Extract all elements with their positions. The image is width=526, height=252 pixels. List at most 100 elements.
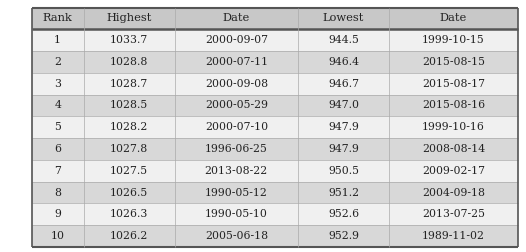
Bar [298,29,389,51]
Bar [389,29,518,51]
Bar [389,182,518,203]
Text: 9: 9 [54,209,61,219]
Text: 7: 7 [54,166,61,176]
Text: 1028.7: 1028.7 [110,79,148,89]
Bar [84,94,175,116]
Text: Rank: Rank [43,13,73,23]
Text: 1033.7: 1033.7 [110,35,148,45]
Text: 2015-08-15: 2015-08-15 [422,57,485,67]
Bar [298,182,389,203]
Text: 1027.5: 1027.5 [110,166,148,176]
Bar [389,160,518,182]
Bar [175,29,298,51]
Text: 2013-07-25: 2013-07-25 [422,209,485,219]
Text: 2013-08-22: 2013-08-22 [205,166,268,176]
Bar [84,160,175,182]
Bar [389,94,518,116]
Bar [389,116,518,138]
Bar [84,51,175,73]
Text: 1996-06-25: 1996-06-25 [205,144,268,154]
Text: Date: Date [440,13,467,23]
Bar [84,203,175,225]
Bar [298,8,389,29]
Bar [389,8,518,29]
Text: 946.7: 946.7 [328,79,359,89]
Text: 952.9: 952.9 [328,231,359,241]
Text: Date: Date [222,13,250,23]
Text: 2000-09-08: 2000-09-08 [205,79,268,89]
Bar [298,94,389,116]
Text: 2009-02-17: 2009-02-17 [422,166,485,176]
Bar [32,182,84,203]
Bar [389,51,518,73]
Text: 944.5: 944.5 [328,35,359,45]
Bar [84,182,175,203]
Text: 947.0: 947.0 [328,101,359,110]
Bar [84,116,175,138]
Text: 2000-05-29: 2000-05-29 [205,101,268,110]
Text: 1989-11-02: 1989-11-02 [422,231,485,241]
Text: Lowest: Lowest [323,13,364,23]
Text: 1999-10-16: 1999-10-16 [422,122,485,132]
Text: 2000-07-10: 2000-07-10 [205,122,268,132]
Text: 946.4: 946.4 [328,57,359,67]
Text: Highest: Highest [106,13,152,23]
Text: 1028.8: 1028.8 [110,57,148,67]
Bar [389,203,518,225]
Text: 6: 6 [54,144,61,154]
Text: 947.9: 947.9 [328,122,359,132]
Bar [32,8,84,29]
Text: 1: 1 [54,35,61,45]
Bar [32,51,84,73]
Bar [32,203,84,225]
Bar [389,138,518,160]
Bar [298,51,389,73]
Bar [84,138,175,160]
Bar [175,182,298,203]
Bar [298,138,389,160]
Text: 4: 4 [54,101,61,110]
Bar [389,225,518,247]
Text: 3: 3 [54,79,61,89]
Bar [175,116,298,138]
Text: 1028.2: 1028.2 [110,122,148,132]
Text: 947.9: 947.9 [328,144,359,154]
Text: 2015-08-17: 2015-08-17 [422,79,485,89]
Bar [32,29,84,51]
Text: 5: 5 [54,122,61,132]
Text: 951.2: 951.2 [328,187,359,198]
Text: 952.6: 952.6 [328,209,359,219]
Text: 2000-07-11: 2000-07-11 [205,57,268,67]
Bar [298,73,389,94]
Bar [84,73,175,94]
Text: 10: 10 [50,231,65,241]
Bar [84,225,175,247]
Bar [32,94,84,116]
Text: 1026.2: 1026.2 [110,231,148,241]
Text: 2000-09-07: 2000-09-07 [205,35,268,45]
Bar [298,203,389,225]
Bar [175,94,298,116]
Text: 950.5: 950.5 [328,166,359,176]
Text: 2008-08-14: 2008-08-14 [422,144,485,154]
Bar [298,160,389,182]
Bar [32,116,84,138]
Bar [175,51,298,73]
Text: 1990-05-10: 1990-05-10 [205,209,268,219]
Text: 1028.5: 1028.5 [110,101,148,110]
Text: 1027.8: 1027.8 [110,144,148,154]
Bar [175,225,298,247]
Bar [298,116,389,138]
Text: 1990-05-12: 1990-05-12 [205,187,268,198]
Bar [175,203,298,225]
Text: 1026.3: 1026.3 [110,209,148,219]
Text: 2004-09-18: 2004-09-18 [422,187,485,198]
Text: 1999-10-15: 1999-10-15 [422,35,485,45]
Bar [32,225,84,247]
Text: 1026.5: 1026.5 [110,187,148,198]
Bar [175,160,298,182]
Text: 8: 8 [54,187,61,198]
Text: 2005-06-18: 2005-06-18 [205,231,268,241]
Bar [389,73,518,94]
Bar [32,73,84,94]
